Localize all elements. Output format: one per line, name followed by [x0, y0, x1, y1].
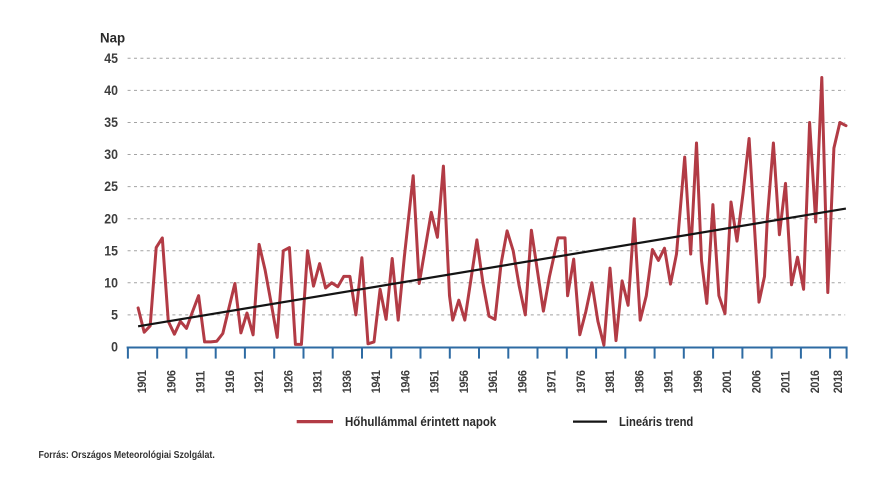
svg-text:1936: 1936 [341, 370, 354, 393]
svg-text:2006: 2006 [751, 370, 764, 393]
svg-text:0: 0 [111, 339, 118, 355]
svg-text:1901: 1901 [137, 369, 150, 393]
svg-text:1976: 1976 [575, 370, 588, 393]
svg-text:1986: 1986 [634, 370, 647, 393]
svg-text:15: 15 [104, 243, 118, 259]
svg-text:2018: 2018 [832, 370, 845, 393]
svg-text:1971: 1971 [546, 369, 559, 393]
svg-text:1916: 1916 [224, 370, 237, 393]
svg-text:30: 30 [104, 146, 118, 162]
svg-text:1991: 1991 [663, 369, 676, 393]
svg-text:20: 20 [104, 211, 118, 227]
svg-text:40: 40 [104, 82, 118, 98]
svg-text:25: 25 [104, 178, 118, 194]
svg-text:2001: 2001 [722, 369, 735, 393]
svg-text:1921: 1921 [254, 369, 267, 393]
svg-text:1996: 1996 [692, 370, 705, 393]
svg-text:1941: 1941 [371, 369, 384, 393]
svg-text:45: 45 [104, 50, 118, 66]
svg-text:1911: 1911 [195, 370, 208, 393]
svg-text:2016: 2016 [810, 370, 823, 393]
svg-text:Forrás: Országos Meteorológiai: Forrás: Országos Meteorológiai Szolgálat… [39, 450, 216, 462]
svg-text:1966: 1966 [517, 370, 530, 393]
svg-text:2011: 2011 [780, 370, 793, 393]
svg-text:1926: 1926 [283, 370, 296, 393]
svg-text:1951: 1951 [429, 369, 442, 393]
svg-text:1956: 1956 [458, 370, 471, 393]
svg-text:10: 10 [104, 275, 118, 291]
svg-text:1906: 1906 [166, 370, 179, 393]
svg-text:35: 35 [104, 114, 118, 130]
svg-text:5: 5 [111, 307, 118, 323]
svg-text:1931: 1931 [312, 369, 325, 393]
svg-text:Lineáris trend: Lineáris trend [619, 414, 693, 429]
svg-text:1961: 1961 [488, 369, 501, 393]
svg-text:1946: 1946 [400, 370, 413, 393]
svg-text:1981: 1981 [605, 369, 618, 393]
svg-text:Nap: Nap [100, 30, 125, 45]
svg-text:Hőhullámmal érintett napok: Hőhullámmal érintett napok [345, 415, 497, 430]
